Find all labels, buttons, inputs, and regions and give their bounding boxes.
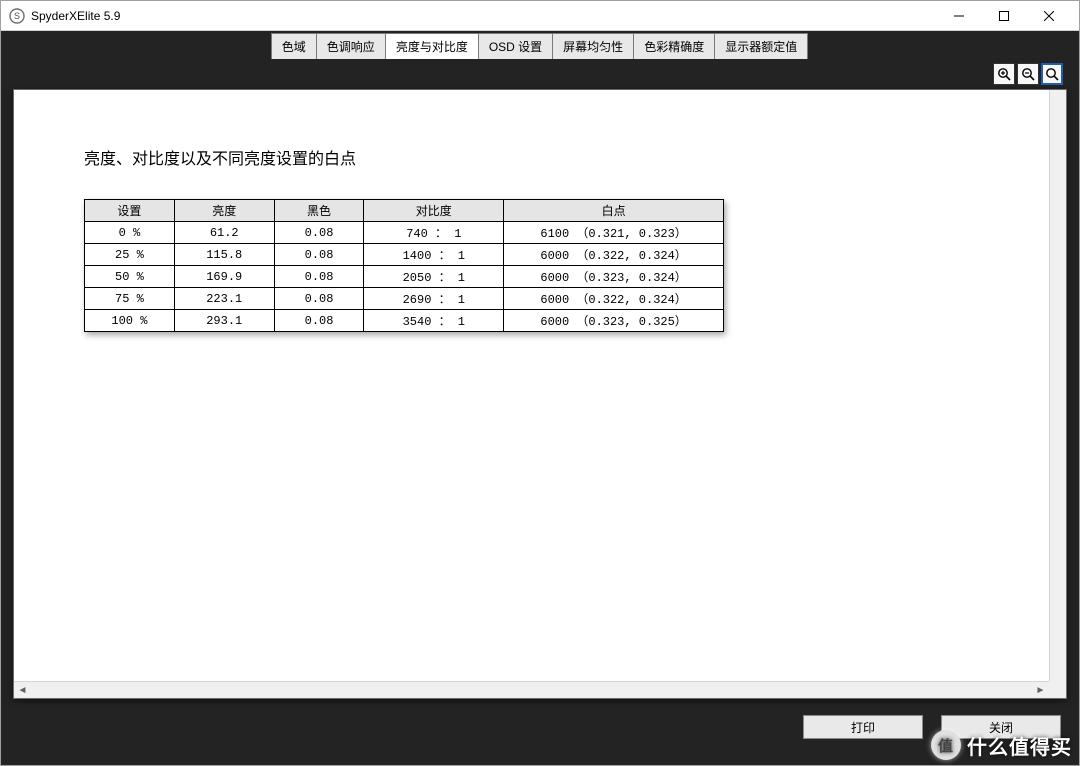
titlebar: S SpyderXElite 5.9 xyxy=(1,1,1079,31)
cell-black: 0.08 xyxy=(274,288,364,310)
col-brightness: 亮度 xyxy=(174,200,274,222)
bottom-bar: 打印 关闭 xyxy=(1,707,1079,765)
zoom-out-button[interactable] xyxy=(1017,63,1039,85)
col-contrast: 对比度 xyxy=(364,200,504,222)
app-icon: S xyxy=(9,8,25,24)
tab-monitor-rating[interactable]: 显示器额定值 xyxy=(714,33,808,59)
zoom-in-button[interactable] xyxy=(993,63,1015,85)
table-row: 25 % 115.8 0.08 1400 ： 1 6000 （0.322, 0.… xyxy=(85,244,724,266)
app-body: 色域 色调响应 亮度与对比度 OSD 设置 屏幕均匀性 色彩精确度 显示器额定值 xyxy=(1,31,1079,765)
col-black: 黑色 xyxy=(274,200,364,222)
cell-whitepoint: 6100 （0.321, 0.323） xyxy=(504,222,724,244)
scroll-corner xyxy=(1049,681,1066,698)
cell-contrast: 740 ： 1 xyxy=(364,222,504,244)
tab-gamut[interactable]: 色域 xyxy=(271,33,317,59)
tab-uniformity[interactable]: 屏幕均匀性 xyxy=(552,33,634,59)
cell-setting: 50 % xyxy=(85,266,175,288)
print-button[interactable]: 打印 xyxy=(803,715,923,739)
scroll-left-arrow[interactable]: ◄ xyxy=(14,682,31,699)
zoom-toolbar xyxy=(993,63,1063,85)
cell-setting: 75 % xyxy=(85,288,175,310)
close-button[interactable] xyxy=(1026,1,1071,31)
cell-black: 0.08 xyxy=(274,222,364,244)
app-window: S SpyderXElite 5.9 色域 色调响应 亮度与对比度 OSD 设置… xyxy=(0,0,1080,766)
watermark: 值 什么值得买 xyxy=(931,730,1072,760)
report-panel: 亮度、对比度以及不同亮度设置的白点 设置 亮度 黑色 对比度 白点 xyxy=(13,89,1067,699)
report-content: 亮度、对比度以及不同亮度设置的白点 设置 亮度 黑色 对比度 白点 xyxy=(14,90,1049,681)
maximize-button[interactable] xyxy=(981,1,1026,31)
scroll-right-arrow[interactable]: ► xyxy=(1032,682,1049,699)
table-row: 50 % 169.9 0.08 2050 ： 1 6000 （0.323, 0.… xyxy=(85,266,724,288)
cell-setting: 25 % xyxy=(85,244,175,266)
cell-whitepoint: 6000 （0.323, 0.325） xyxy=(504,310,724,332)
cell-contrast: 3540 ： 1 xyxy=(364,310,504,332)
table-header-row: 设置 亮度 黑色 对比度 白点 xyxy=(85,200,724,222)
zoom-fit-icon xyxy=(1045,67,1059,81)
content-frame: 亮度、对比度以及不同亮度设置的白点 设置 亮度 黑色 对比度 白点 xyxy=(13,59,1067,699)
table-row: 75 % 223.1 0.08 2690 ： 1 6000 （0.322, 0.… xyxy=(85,288,724,310)
col-whitepoint: 白点 xyxy=(504,200,724,222)
window-controls xyxy=(936,1,1071,31)
tab-osd-settings[interactable]: OSD 设置 xyxy=(478,33,553,59)
watermark-icon: 值 xyxy=(931,730,961,760)
minimize-button[interactable] xyxy=(936,1,981,31)
cell-setting: 100 % xyxy=(85,310,175,332)
cell-black: 0.08 xyxy=(274,244,364,266)
zoom-in-icon xyxy=(997,67,1011,81)
cell-brightness: 169.9 xyxy=(174,266,274,288)
page-title: 亮度、对比度以及不同亮度设置的白点 xyxy=(84,145,979,169)
cell-whitepoint: 6000 （0.322, 0.324） xyxy=(504,288,724,310)
cell-brightness: 61.2 xyxy=(174,222,274,244)
cell-brightness: 115.8 xyxy=(174,244,274,266)
window-title: SpyderXElite 5.9 xyxy=(31,9,936,23)
cell-setting: 0 % xyxy=(85,222,175,244)
col-setting: 设置 xyxy=(85,200,175,222)
horizontal-scrollbar[interactable]: ◄ ► xyxy=(14,681,1049,698)
table-row: 100 % 293.1 0.08 3540 ： 1 6000 （0.323, 0… xyxy=(85,310,724,332)
tabbar: 色域 色调响应 亮度与对比度 OSD 设置 屏幕均匀性 色彩精确度 显示器额定值 xyxy=(1,31,1079,59)
tab-tone-response[interactable]: 色调响应 xyxy=(316,33,386,59)
cell-contrast: 2050 ： 1 xyxy=(364,266,504,288)
cell-black: 0.08 xyxy=(274,310,364,332)
brightness-contrast-table: 设置 亮度 黑色 对比度 白点 0 % 61.2 0.08 xyxy=(84,199,724,332)
zoom-out-icon xyxy=(1021,67,1035,81)
cell-whitepoint: 6000 （0.322, 0.324） xyxy=(504,244,724,266)
zoom-fit-button[interactable] xyxy=(1041,63,1063,85)
vertical-scrollbar[interactable] xyxy=(1049,90,1066,681)
tab-brightness-contrast[interactable]: 亮度与对比度 xyxy=(385,33,479,59)
watermark-text: 什么值得买 xyxy=(967,731,1072,760)
cell-contrast: 1400 ： 1 xyxy=(364,244,504,266)
cell-brightness: 223.1 xyxy=(174,288,274,310)
tab-color-accuracy[interactable]: 色彩精确度 xyxy=(633,33,715,59)
cell-whitepoint: 6000 （0.323, 0.324） xyxy=(504,266,724,288)
cell-brightness: 293.1 xyxy=(174,310,274,332)
cell-contrast: 2690 ： 1 xyxy=(364,288,504,310)
svg-text:S: S xyxy=(14,11,20,21)
table-row: 0 % 61.2 0.08 740 ： 1 6100 （0.321, 0.323… xyxy=(85,222,724,244)
cell-black: 0.08 xyxy=(274,266,364,288)
